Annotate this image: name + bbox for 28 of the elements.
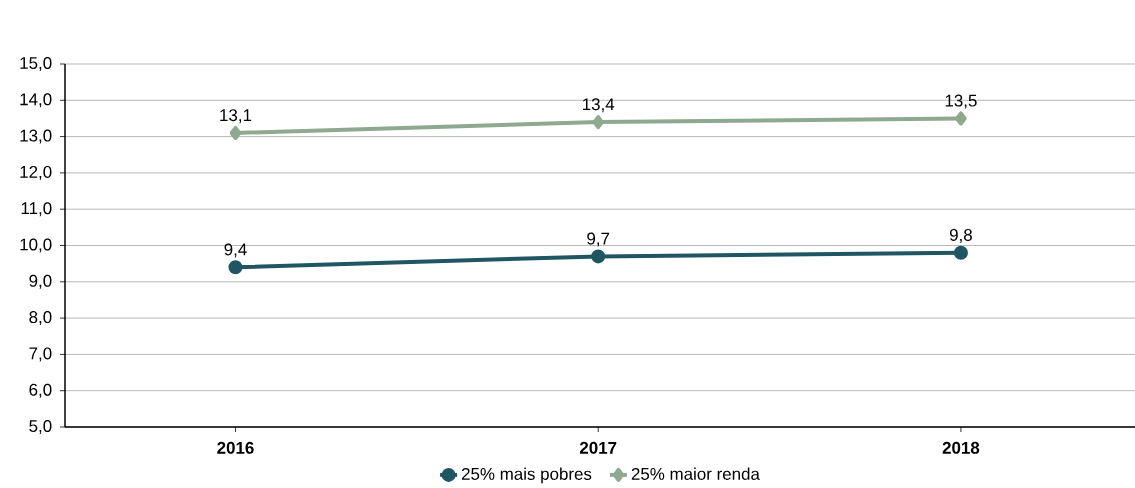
y-tick-label: 7,0 [29,347,52,362]
y-tick-label: 12,0 [20,165,52,180]
y-tick-label: 9,0 [29,274,52,289]
legend-label: 25% mais pobres [461,467,592,484]
y-tick-label: 8,0 [29,311,52,326]
point [592,115,604,130]
legend-label: 25% maior renda [631,467,760,480]
data-label: 9,4 [224,243,247,258]
data-label: 13,4 [583,98,615,113]
y-tick-label: 11,0 [21,202,52,217]
x-tick-label: 2017 [579,441,617,454]
data-label: 9,7 [587,232,610,247]
y-tick-label: 5,0 [29,420,52,434]
data-label: 13,1 [220,109,252,124]
point [953,245,968,260]
point [955,111,967,126]
point [591,249,606,264]
y-tick-label: 15,0 [20,57,52,71]
y-tick-label: 14,0 [20,93,52,108]
data-label: 9,8 [949,228,972,243]
data-label: 13,5 [945,94,977,109]
point [229,125,242,140]
y-tick-label: 13,0 [20,129,52,144]
point [228,260,243,275]
y-tick-label: 6,0 [29,383,52,398]
x-tick-label: 2016 [217,441,254,454]
y-tick-label: 10,0 [20,238,52,253]
x-tick-label: 2018 [942,441,980,454]
